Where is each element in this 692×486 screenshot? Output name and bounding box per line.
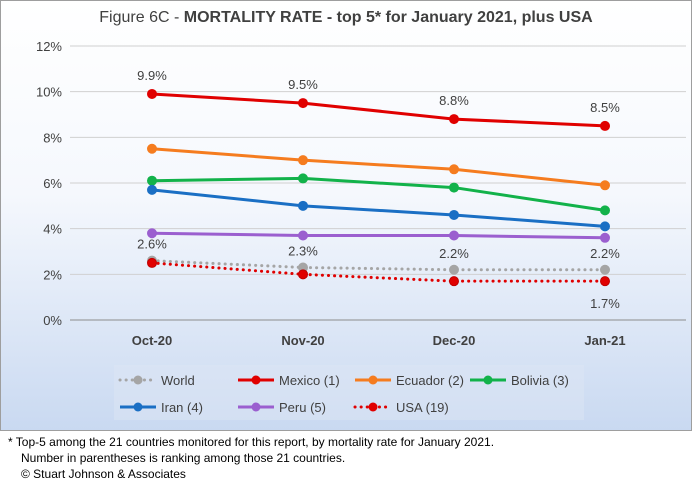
data-point <box>147 184 157 195</box>
x-axis-ticks: Oct-20 Nov-20 Dec-20 Jan-21 <box>132 333 626 348</box>
data-point <box>449 276 459 287</box>
data-label: 9.5% <box>288 77 318 92</box>
x-tick-label: Oct-20 <box>132 333 172 348</box>
series-line <box>150 261 607 283</box>
series-lines <box>147 88 610 287</box>
legend-marker <box>368 402 378 412</box>
data-point <box>600 276 610 287</box>
data-label: 1.7% <box>590 296 620 311</box>
data-point <box>147 257 157 268</box>
footnote: * Top-5 among the 21 countries monitored… <box>8 434 688 482</box>
y-tick-label: 0% <box>43 313 62 328</box>
series-line <box>151 92 606 128</box>
data-label: 2.3% <box>288 243 318 258</box>
data-point <box>600 180 610 191</box>
series-line <box>151 176 606 212</box>
data-label: 9.9% <box>137 68 167 83</box>
legend-label: Mexico (1) <box>279 373 340 388</box>
data-point <box>449 182 459 193</box>
y-axis-ticks: 0% 2% 4% 6% 8% 10% 12% <box>36 39 62 328</box>
data-point <box>298 173 308 184</box>
data-label: 8.8% <box>439 93 469 108</box>
legend-marker <box>483 375 493 385</box>
data-label: 8.5% <box>590 100 620 115</box>
legend-label: World <box>161 373 195 388</box>
footnote-copyright: © Stuart Johnson & Associates <box>21 467 186 481</box>
chart-title: Figure 6C - MORTALITY RATE - top 5* for … <box>99 9 593 26</box>
data-point <box>600 221 610 232</box>
series-line <box>151 147 606 187</box>
x-tick-label: Jan-21 <box>584 333 625 348</box>
legend-marker <box>251 375 261 385</box>
data-label: 2.2% <box>439 246 469 261</box>
data-point <box>600 264 610 275</box>
y-tick-label: 8% <box>43 130 62 145</box>
data-point <box>449 114 459 125</box>
data-point <box>600 120 610 131</box>
data-labels: 2.6% 2.3% 2.2% 2.2% 9.9% 9.5% 8.8% 8.5% 1.7% <box>137 68 620 311</box>
data-point <box>147 88 157 99</box>
legend-marker <box>251 402 261 412</box>
legend-marker <box>133 402 143 412</box>
y-tick-label: 4% <box>43 222 62 237</box>
data-label: 2.2% <box>590 246 620 261</box>
y-tick-label: 6% <box>43 176 62 191</box>
series-line <box>151 188 606 228</box>
data-point <box>600 205 610 216</box>
legend-box <box>114 365 584 420</box>
legend-label: Ecuador (2) <box>396 373 464 388</box>
data-point <box>449 230 459 241</box>
y-tick-label: 12% <box>36 39 62 54</box>
data-point <box>298 200 308 211</box>
series-line <box>151 231 606 240</box>
footnote-line-2: Number in parentheses is ranking among t… <box>21 451 346 465</box>
y-tick-label: 10% <box>36 85 62 100</box>
chart-frame <box>0 0 692 431</box>
legend-marker <box>368 375 378 385</box>
data-point <box>449 264 459 275</box>
y-tick-label: 2% <box>43 267 62 282</box>
data-point <box>449 164 459 175</box>
x-tick-label: Nov-20 <box>281 333 324 348</box>
data-point <box>147 143 157 154</box>
legend-label: USA (19) <box>396 400 449 415</box>
legend: World Mexico (1) Ecuador (2) Bolivia (3) Ira… <box>118 373 569 415</box>
data-point <box>298 155 308 166</box>
footnote-line-1: * Top-5 among the 21 countries monitored… <box>8 435 495 449</box>
legend-label: Iran (4) <box>161 400 203 415</box>
chart-title-prefix: Figure 6C - <box>99 9 183 26</box>
data-label: 2.6% <box>137 237 167 252</box>
legend-label: Bolivia (3) <box>511 373 569 388</box>
data-point <box>147 175 157 186</box>
data-point <box>298 230 308 241</box>
gridlines <box>70 45 686 321</box>
legend-marker <box>133 375 143 385</box>
x-tick-label: Dec-20 <box>433 333 476 348</box>
chart-title-bold: MORTALITY RATE - top 5* for January 2021… <box>184 9 593 26</box>
data-point <box>298 98 308 109</box>
legend-label: Peru (5) <box>279 400 326 415</box>
series-line <box>150 259 607 272</box>
data-point <box>147 228 157 239</box>
data-point <box>600 232 610 243</box>
mortality-chart: Figure 6C - MORTALITY RATE - top 5* for … <box>36 9 686 420</box>
data-point <box>449 209 459 220</box>
data-point <box>298 269 308 280</box>
